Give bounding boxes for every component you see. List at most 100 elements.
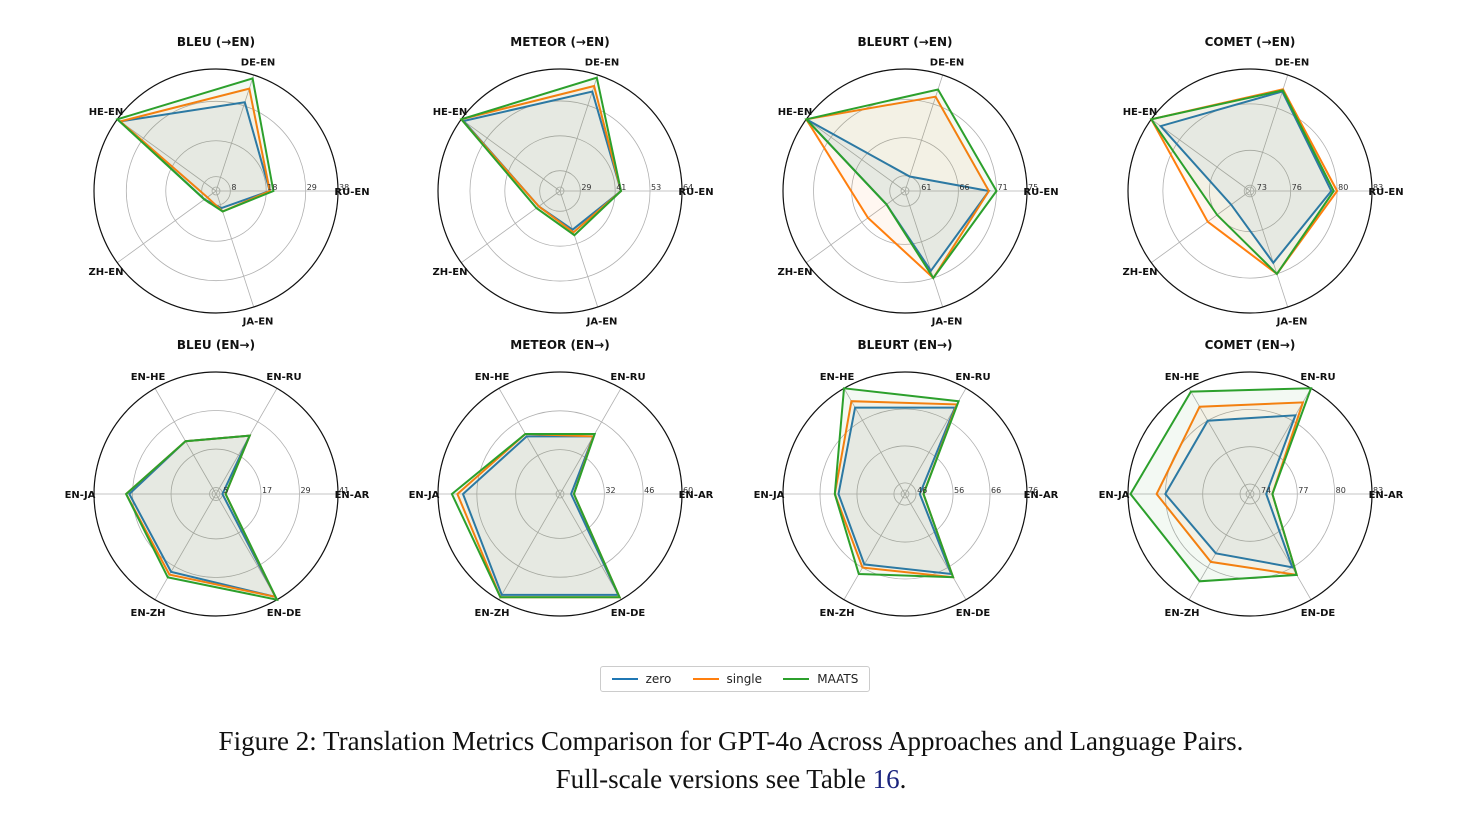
spoke-line — [498, 493, 561, 600]
legend-swatch-zero — [611, 678, 638, 680]
tick-label: 17 — [262, 486, 272, 495]
chart-title: BLEU (→EN) — [177, 35, 255, 49]
outer-frame — [1127, 371, 1373, 617]
tick-label: 83 — [1373, 486, 1383, 495]
category-label: RU-EN — [334, 187, 369, 198]
spoke-line — [904, 493, 967, 600]
category-label: JA-EN — [242, 316, 274, 327]
category-label: HE-EN — [778, 107, 813, 118]
category-label: EN-JA — [1099, 490, 1130, 501]
legend-item-single: single — [692, 672, 763, 686]
category-label: EN-ZH — [1165, 608, 1200, 619]
legend-label-single: single — [726, 672, 763, 686]
category-label: EN-DE — [956, 608, 991, 619]
chart-title: BLEURT (→EN) — [857, 35, 952, 49]
spoke-line — [1249, 74, 1289, 192]
spoke-line — [498, 388, 561, 495]
series-polygon-single — [804, 95, 991, 280]
category-label: EN-JA — [409, 490, 440, 501]
category-label: EN-RU — [266, 372, 301, 383]
tick-label: 73 — [1257, 183, 1267, 192]
spoke-line — [559, 493, 622, 600]
legend-swatch-single — [692, 678, 719, 680]
tick-label: 41 — [339, 486, 349, 495]
category-label: EN-HE — [820, 372, 855, 383]
category-label: EN-ZH — [475, 608, 510, 619]
tick-label: 29 — [307, 183, 317, 192]
spoke-line — [1249, 190, 1289, 308]
spoke-line — [843, 493, 906, 600]
spoke-line — [559, 190, 599, 308]
series-polygon-single — [459, 84, 623, 234]
chart-title: METEOR (EN→) — [510, 338, 609, 352]
tick-label: 80 — [1336, 486, 1346, 495]
category-label: EN-ZH — [820, 608, 855, 619]
spoke-line — [843, 388, 906, 495]
category-label: JA-EN — [1276, 316, 1308, 327]
spoke-line — [806, 118, 906, 192]
category-label: HE-EN — [1123, 107, 1158, 118]
spoke-line — [461, 190, 561, 264]
category-label: EN-AR — [679, 490, 714, 501]
category-label: EN-RU — [610, 372, 645, 383]
spoke-line — [559, 74, 599, 192]
category-label: RU-EN — [678, 187, 713, 198]
category-label: RU-EN — [1023, 187, 1058, 198]
category-label: EN-RU — [955, 372, 990, 383]
series-polygon-maats — [124, 434, 279, 602]
legend-swatch-maats — [783, 678, 810, 680]
table-reference-link[interactable]: 16 — [872, 764, 900, 794]
series-polygon-maats — [833, 387, 960, 579]
category-label: ZH-EN — [432, 267, 467, 278]
category-label: ZH-EN — [1122, 267, 1157, 278]
category-label: RU-EN — [1368, 187, 1403, 198]
tick-label: 61 — [921, 183, 931, 192]
category-label: DE-EN — [1275, 58, 1309, 69]
chart-title: BLEU (EN→) — [177, 338, 255, 352]
category-label: DE-EN — [585, 58, 619, 69]
legend-label-zero: zero — [645, 672, 672, 686]
series-polygon-zero — [1164, 414, 1297, 569]
category-label: EN-JA — [65, 490, 96, 501]
tick-label: 5 — [223, 486, 228, 495]
tick-label: 46 — [917, 486, 927, 495]
category-label: EN-DE — [611, 608, 646, 619]
figure-caption: Figure 2: Translation Metrics Comparison… — [0, 722, 1462, 798]
spoke-line — [461, 118, 561, 192]
spoke-line — [154, 493, 217, 600]
tick-label: 29 — [581, 183, 591, 192]
caption-line-1: Figure 2: Translation Metrics Comparison… — [218, 726, 1244, 756]
spoke-line — [1249, 493, 1312, 600]
category-label: EN-RU — [1300, 372, 1335, 383]
category-label: ZH-EN — [88, 267, 123, 278]
outer-frame — [1127, 68, 1373, 314]
spoke-line — [806, 190, 906, 264]
category-label: DE-EN — [241, 58, 275, 69]
tick-label: 80 — [1338, 183, 1348, 192]
spoke-line — [117, 190, 217, 264]
chart-title: COMET (EN→) — [1205, 338, 1296, 352]
tick-label: 56 — [954, 486, 964, 495]
outer-frame — [437, 68, 683, 314]
spoke-line — [1151, 118, 1251, 192]
category-label: EN-JA — [754, 490, 785, 501]
chart-title: METEOR (→EN) — [510, 35, 609, 49]
series-polygon-maats — [459, 76, 623, 237]
spoke-line — [1151, 190, 1251, 264]
tick-label: 32 — [605, 486, 615, 495]
category-label: JA-EN — [586, 316, 618, 327]
spoke-line — [904, 74, 944, 192]
spoke-line — [215, 74, 255, 192]
outer-frame — [782, 371, 1028, 617]
tick-label: 18 — [267, 183, 277, 192]
tick-label: 77 — [1298, 486, 1308, 495]
tick-label: 74 — [1261, 486, 1271, 495]
